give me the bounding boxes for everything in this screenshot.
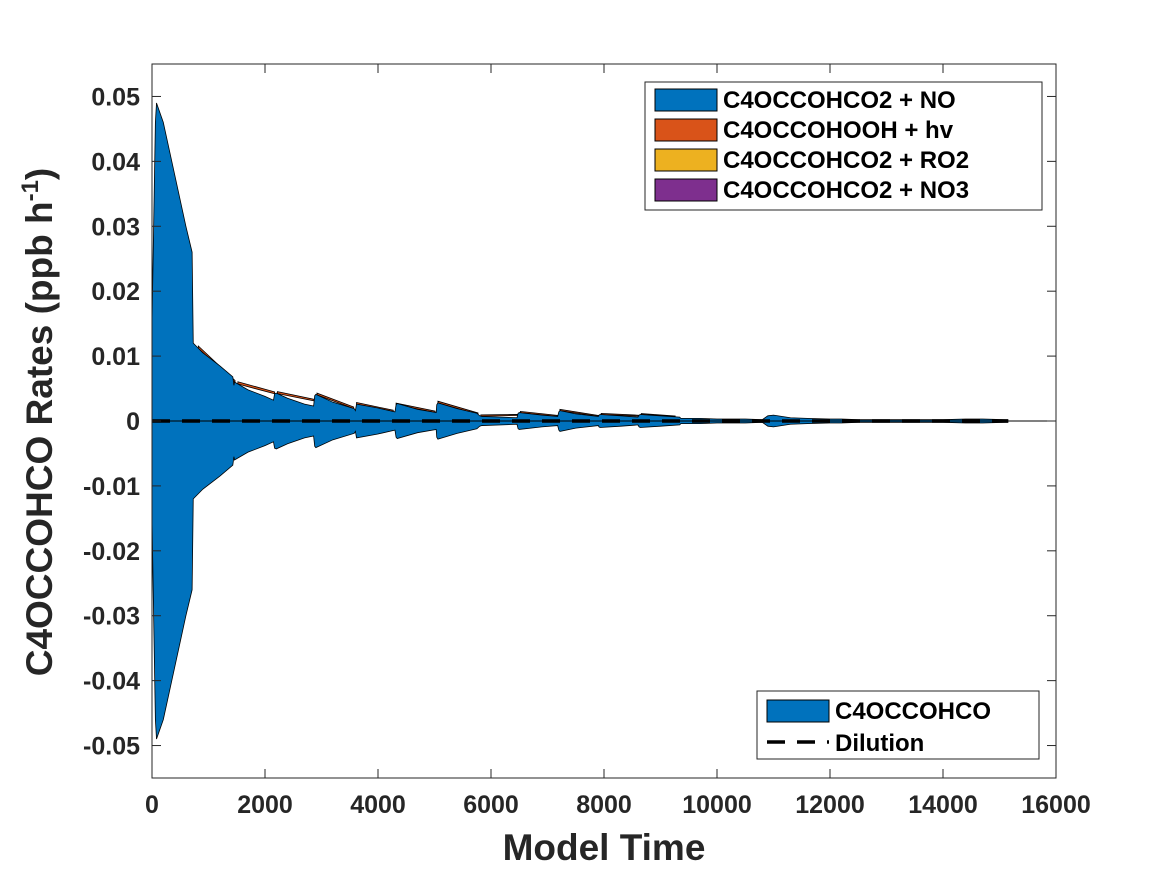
x-tick-label: 0 [145,791,159,819]
y-tick-label: -0.04 [83,668,140,696]
y-tick-label: 0.01 [91,343,140,371]
x-axis-title: Model Time [503,827,706,868]
y-tick-label: -0.01 [83,473,140,501]
legend-label-ro2: C4OCCOHCO2 + RO2 [723,147,969,174]
y-tick-label: 0.03 [91,213,140,241]
x-tick-label: 12000 [795,791,865,819]
y-tick-label: -0.03 [83,603,140,631]
legend-label-dilution: Dilution [835,730,924,757]
y-tick-label: 0.04 [91,148,140,176]
y-axis-title-sup: -1 [17,180,44,201]
x-tick-label: 14000 [908,791,978,819]
legend-swatch-ro2 [655,149,717,171]
y-tick-label: 0.05 [91,83,140,111]
y-axis-title-main: C4OCCOHCO Rates (ppb h [19,201,60,676]
y-tick-label: -0.02 [83,538,140,566]
x-tick-label: 4000 [350,791,406,819]
legend-swatch-no3 [655,179,717,201]
legend-label-no: C4OCCOHCO2 + NO [723,87,956,114]
x-tick-label: 16000 [1021,791,1091,819]
x-tick-label: 8000 [576,791,632,819]
y-axis-title: C4OCCOHCO Rates (ppb h-1) [17,168,60,677]
x-tick-label: 10000 [682,791,752,819]
legend-label-hv: C4OCCOHOOH + hv [723,117,954,144]
y-tick-label: 0 [126,408,140,436]
x-tick-label: 2000 [237,791,293,819]
y-tick-label: -0.05 [83,733,140,761]
legend-swatch-hv [655,119,717,141]
y-tick-label: 0.02 [91,278,140,306]
x-tick-label: 6000 [463,791,519,819]
legend-loss: C4OCCOHCO Dilution [757,691,1039,759]
legend-production: C4OCCOHCO2 + NO C4OCCOHOOH + hv C4OCCOHC… [645,82,1042,210]
legend-label-no3: C4OCCOHCO2 + NO3 [723,177,969,204]
legend-swatch-no [655,89,717,111]
y-axis-title-close: ) [19,168,60,180]
legend-swatch-c4occohco [767,700,829,722]
legend-label-c4occohco: C4OCCOHCO [835,698,991,725]
